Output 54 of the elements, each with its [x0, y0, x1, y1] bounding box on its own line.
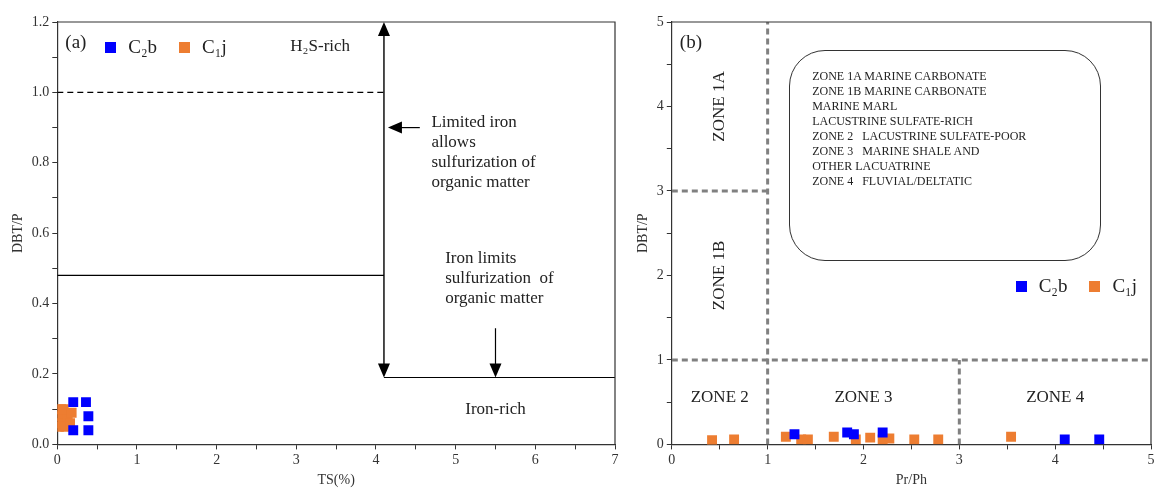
- annotation: ZONE 1A: [709, 70, 729, 142]
- text: (a): [65, 31, 87, 54]
- annotation: ZONE 1B: [709, 240, 729, 311]
- x-tick-label: 2: [213, 452, 221, 468]
- y-tick-label: 0.4: [31, 295, 50, 311]
- y-tick-label: 5: [656, 13, 664, 29]
- y-tick-label: 1: [656, 351, 664, 367]
- annotation: H₂S-rich: [290, 36, 351, 56]
- annotation: ZONE 1B MARINE CARBONATE: [812, 84, 988, 99]
- x-tick-label: 4: [372, 452, 380, 468]
- legend-label: C₂b: [128, 36, 158, 58]
- annotation: ZONE 3 MARINE SHALE AND: [812, 144, 981, 159]
- annotation: MARINE MARL: [812, 99, 899, 114]
- y-tick-label: 3: [656, 182, 664, 198]
- x-tick-label: 6: [531, 452, 539, 468]
- annotation: ZONE 2 LACUSTRINE SULFATE-POOR: [812, 129, 1028, 144]
- annotation: ZONE 2: [690, 387, 749, 407]
- x-tick-label: 5: [1147, 452, 1155, 468]
- y-axis-title: DBT/P: [10, 213, 26, 254]
- y-axis-title: DBT/P: [635, 213, 651, 254]
- annotation: Iron limits sulfurization of organic matter: [445, 248, 555, 308]
- x-tick-label: 3: [292, 452, 300, 468]
- y-tick-label: 1.2: [31, 13, 50, 29]
- legend-label: C₂b: [1038, 275, 1068, 298]
- y-tick-label: 2: [656, 267, 664, 283]
- legend-label: C₁j: [1112, 275, 1137, 298]
- annotation: ZONE 4: [1026, 387, 1085, 407]
- y-tick-label: 4: [656, 98, 664, 114]
- y-tick-label: 0.6: [31, 224, 50, 240]
- annotation: OTHER LACUATRINE: [812, 159, 932, 174]
- annotation: LACUSTRINE SULFATE-RICH: [812, 114, 974, 129]
- x-tick-label: 5: [452, 452, 460, 468]
- annotation: ZONE 4 FLUVIAL/DELTATIC: [812, 174, 974, 189]
- legend-label: C₁j: [202, 36, 227, 58]
- annotation: Iron-rich: [465, 398, 527, 418]
- x-tick-label: 3: [955, 452, 963, 468]
- x-tick-label: 1: [764, 452, 772, 468]
- x-tick-label: 2: [859, 452, 867, 468]
- annotation: ZONE 3: [834, 387, 893, 407]
- y-tick-label: 0.0: [31, 436, 50, 452]
- annotation: Limited iron allows sulfurization of organic matter: [431, 111, 537, 191]
- annotation: ZONE 1A MARINE CARBONATE: [812, 69, 988, 84]
- x-tick-label: 4: [1051, 452, 1059, 468]
- text: (b): [679, 31, 702, 54]
- x-axis-title: TS(%): [317, 472, 356, 489]
- y-tick-label: 0.2: [31, 365, 50, 381]
- x-axis-title: Pr/Ph: [895, 472, 927, 488]
- y-tick-label: 1.0: [31, 84, 50, 100]
- x-tick-label: 1: [133, 452, 141, 468]
- x-tick-label: 0: [668, 452, 676, 468]
- x-tick-label: 7: [611, 452, 619, 468]
- y-tick-label: 0: [656, 436, 664, 452]
- x-tick-label: 0: [53, 452, 61, 468]
- y-tick-label: 0.8: [31, 154, 50, 170]
